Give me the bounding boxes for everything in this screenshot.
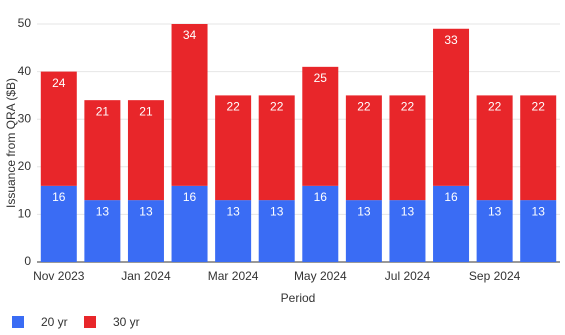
- data-label: 21: [139, 104, 153, 118]
- data-label: 33: [444, 33, 458, 47]
- bar-segment: [40, 71, 77, 186]
- y-tick-label: 20: [18, 159, 32, 173]
- data-label: 13: [96, 204, 110, 218]
- bar-segment: [302, 185, 339, 262]
- legend-swatch: [12, 316, 24, 328]
- data-label: 13: [488, 204, 502, 218]
- x-tick-label: Mar 2024: [208, 269, 259, 283]
- data-label: 13: [226, 204, 240, 218]
- data-label: 16: [183, 190, 197, 204]
- data-label: 16: [52, 190, 66, 204]
- legend-label: 30 yr: [113, 315, 140, 329]
- y-tick-label: 30: [18, 111, 32, 125]
- bar-segment: [127, 200, 164, 262]
- data-label: 13: [357, 204, 371, 218]
- bar-segment: [345, 200, 382, 262]
- bar-segment: [302, 66, 339, 186]
- data-label: 22: [226, 100, 240, 114]
- data-label: 13: [270, 204, 284, 218]
- data-label: 16: [444, 190, 458, 204]
- x-tick-label: Nov 2023: [33, 269, 85, 283]
- data-label: 22: [488, 100, 502, 114]
- x-tick-label: May 2024: [294, 269, 347, 283]
- data-label: 24: [52, 76, 66, 90]
- x-tick-label: Sep 2024: [469, 269, 521, 283]
- bar-segment: [389, 95, 426, 201]
- bar-segment: [389, 200, 426, 262]
- bar-segment: [258, 95, 295, 201]
- bar-segment: [40, 185, 77, 262]
- y-tick-label: 10: [18, 207, 32, 221]
- bar-segment: [84, 100, 121, 201]
- legend-swatch: [84, 316, 96, 328]
- data-label: 13: [532, 204, 546, 218]
- bar-segment: [171, 24, 208, 186]
- x-axis-title: Period: [281, 291, 316, 305]
- data-label: 13: [401, 204, 415, 218]
- bar-segment: [215, 95, 252, 201]
- x-tick-label: Jan 2024: [121, 269, 171, 283]
- data-label: 13: [139, 204, 153, 218]
- data-label: 34: [183, 28, 197, 42]
- bar-segment: [433, 185, 470, 262]
- data-label: 25: [314, 71, 328, 85]
- bar-segment: [433, 28, 470, 186]
- data-label: 22: [401, 100, 415, 114]
- x-tick-label: Jul 2024: [385, 269, 431, 283]
- data-label: 16: [314, 190, 328, 204]
- data-label: 22: [532, 100, 546, 114]
- data-label: 22: [357, 100, 371, 114]
- bar-segment: [345, 95, 382, 201]
- y-axis-title: Issuance from QRA ($B): [4, 78, 18, 208]
- bar-segment: [215, 200, 252, 262]
- bar-segment: [258, 200, 295, 262]
- data-label: 22: [270, 100, 284, 114]
- bar-segment: [84, 200, 121, 262]
- y-tick-label: 50: [18, 16, 32, 30]
- bar-segment: [127, 100, 164, 201]
- y-tick-label: 40: [18, 64, 32, 78]
- data-label: 21: [96, 104, 110, 118]
- y-tick-label: 0: [24, 254, 31, 268]
- bar-segment: [520, 95, 557, 201]
- bar-segment: [520, 200, 557, 262]
- legend-label: 20 yr: [41, 315, 68, 329]
- bar-segment: [476, 95, 513, 201]
- bar-segment: [171, 185, 208, 262]
- bar-segment: [476, 200, 513, 262]
